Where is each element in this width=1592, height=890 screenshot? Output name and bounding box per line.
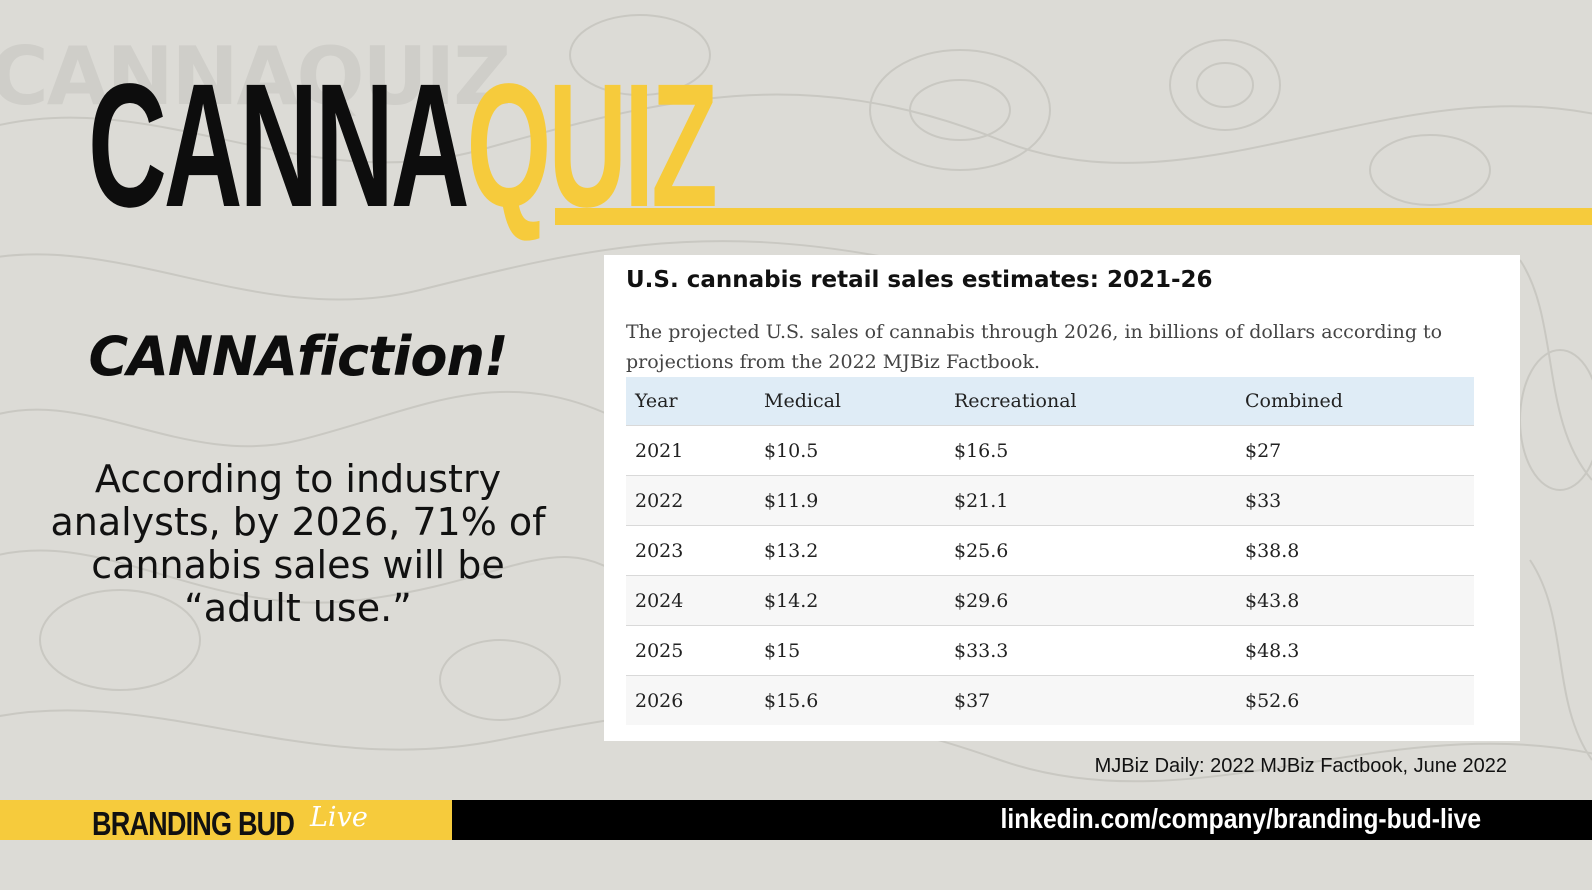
- cell-year: 2026: [626, 675, 755, 725]
- cell-year: 2024: [626, 575, 755, 626]
- source-citation: MJBiz Daily: 2022 MJBiz Factbook, June 2…: [1094, 755, 1507, 777]
- header-medical: Medical: [755, 377, 945, 426]
- brand-script-live: Live: [310, 802, 368, 833]
- cell-year: 2022: [626, 475, 755, 526]
- cell-combined: $52.6: [1236, 675, 1474, 725]
- table-row: 2021 $10.5 $16.5 $27: [626, 425, 1474, 476]
- sales-estimates-card: U.S. cannabis retail sales estimates: 20…: [604, 255, 1520, 741]
- quiz-statement: According to industry analysts, by 2026,…: [50, 457, 546, 630]
- accent-divider: [555, 208, 1592, 225]
- footer-link-bar: linkedin.com/company/branding-bud-live: [452, 800, 1592, 840]
- header-combined: Combined: [1236, 377, 1474, 426]
- card-description: The projected U.S. sales of cannabis thr…: [626, 321, 1443, 373]
- linkedin-url[interactable]: linkedin.com/company/branding-bud-live: [1000, 803, 1481, 834]
- cell-year: 2021: [626, 425, 755, 476]
- cell-recreational: $16.5: [945, 425, 1236, 476]
- card-title: U.S. cannabis retail sales estimates: 20…: [626, 267, 1213, 293]
- header-year: Year: [626, 377, 755, 426]
- cell-year: 2023: [626, 525, 755, 576]
- logo-canna-text: CANNA: [88, 48, 470, 244]
- table-row: 2024 $14.2 $29.6 $43.8: [626, 575, 1474, 626]
- logo-watermark: CANNAQUIZ: [0, 30, 511, 123]
- cell-medical: $13.2: [755, 525, 945, 576]
- cell-recreational: $25.6: [945, 525, 1236, 576]
- table-row: 2026 $15.6 $37 $52.6: [626, 675, 1474, 725]
- headline: CANNAfiction!: [88, 325, 508, 388]
- cell-medical: $11.9: [755, 475, 945, 526]
- footer-brand-bar: BRANDING BUD Live: [0, 800, 452, 842]
- table-row: 2022 $11.9 $21.1 $33: [626, 475, 1474, 526]
- cell-recreational: $37: [945, 675, 1236, 725]
- cell-combined: $48.3: [1236, 625, 1474, 676]
- cell-medical: $14.2: [755, 575, 945, 626]
- cannaquiz-logo: CANNAQUIZ: [88, 58, 718, 234]
- cell-recreational: $29.6: [945, 575, 1236, 626]
- table-row: 2023 $13.2 $25.6 $38.8: [626, 525, 1474, 576]
- cell-medical: $15: [755, 625, 945, 676]
- sales-table: Year Medical Recreational Combined 2021 …: [626, 377, 1474, 725]
- cell-year: 2025: [626, 625, 755, 676]
- brand-name: BRANDING BUD: [92, 805, 295, 842]
- cell-recreational: $33.3: [945, 625, 1236, 676]
- cell-medical: $15.6: [755, 675, 945, 725]
- logo-quiz-text: QUIZ: [466, 48, 718, 244]
- header-recreational: Recreational: [945, 377, 1236, 426]
- cell-combined: $38.8: [1236, 525, 1474, 576]
- cell-recreational: $21.1: [945, 475, 1236, 526]
- table-header-row: Year Medical Recreational Combined: [626, 377, 1474, 426]
- cell-combined: $27: [1236, 425, 1474, 476]
- cell-combined: $33: [1236, 475, 1474, 526]
- cell-combined: $43.8: [1236, 575, 1474, 626]
- table-row: 2025 $15 $33.3 $48.3: [626, 625, 1474, 676]
- cell-medical: $10.5: [755, 425, 945, 476]
